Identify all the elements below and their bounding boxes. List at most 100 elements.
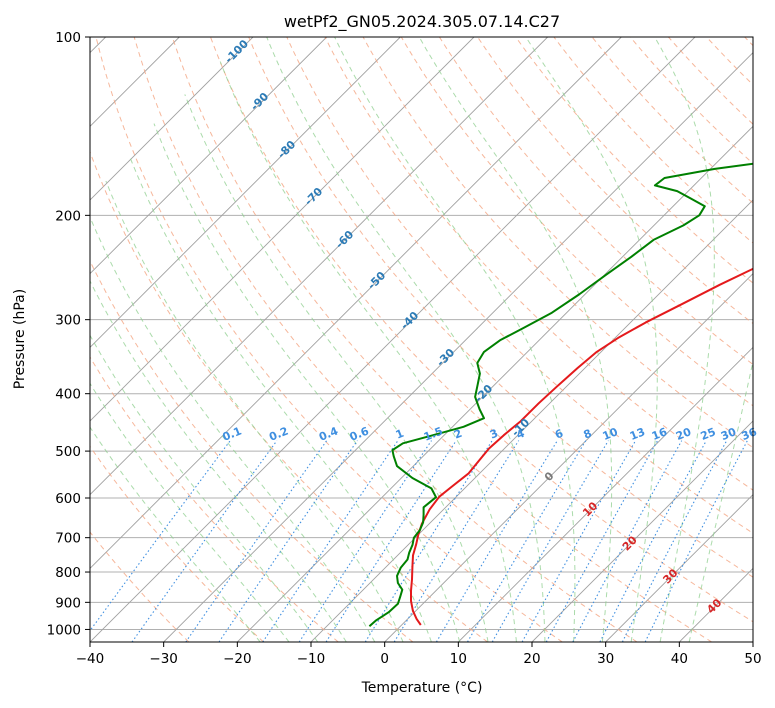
dry-adiabat [90, 150, 488, 642]
y-tick-label: 700 [55, 531, 81, 547]
x-tick-label: 30 [597, 651, 614, 667]
moist-adiabat [105, 180, 404, 642]
chart-title: wetPf2_GN05.2024.305.07.14.C27 [284, 12, 560, 32]
moist-adiabat [90, 215, 376, 642]
skewed-isotherms [90, 37, 753, 642]
dry-adiabat [95, 37, 563, 642]
x-tick-label: 0 [380, 651, 389, 667]
moist-adiabat [90, 334, 319, 642]
mixing-ratio-label: 36 [740, 425, 759, 443]
dry-adiabats [90, 37, 753, 642]
mixing-ratio-line [393, 440, 520, 642]
mixing-ratio-label: 3 [488, 427, 500, 442]
x-tick-label: 20 [523, 651, 540, 667]
dry-adiabat [90, 531, 190, 642]
x-axis-ticks: −40 −30 −20 −10 0 10 20 30 40 50 [76, 642, 762, 667]
mixing-ratio-label: 13 [628, 425, 647, 443]
isotherm-line [163, 52, 753, 642]
isotherm-line [90, 37, 475, 422]
mixing-ratio-label: 2 [452, 427, 464, 442]
isotherm-line [90, 37, 622, 569]
y-axis-label: Pressure (hPa) [12, 289, 28, 389]
x-tick-label: 50 [744, 651, 761, 667]
isotherm-line [605, 494, 753, 642]
dry-adiabat [90, 445, 264, 642]
y-tick-label: 1000 [47, 622, 81, 638]
isotherm-line [384, 273, 753, 642]
dry-adiabat [90, 259, 414, 642]
plot-frame [89, 36, 754, 643]
x-tick-label: −30 [149, 651, 178, 667]
mixing-ratio-line [185, 440, 328, 642]
isotherm-line [90, 37, 696, 642]
mixing-ratio-label: 1 [394, 427, 406, 442]
dry-adiabat [286, 37, 753, 534]
x-tick-label: 10 [450, 651, 467, 667]
mixing-ratio-label: 8 [582, 427, 594, 442]
y-tick-label: 300 [55, 313, 81, 329]
moist-adiabat [219, 61, 517, 642]
x-tick-label: −10 [297, 651, 326, 667]
moist-adiabat [525, 37, 658, 642]
y-tick-label: 900 [55, 595, 81, 611]
moist-adiabat [654, 37, 715, 642]
chart-grid [90, 37, 753, 630]
y-tick-label: 600 [55, 491, 81, 507]
mixing-ratio-line [545, 440, 659, 642]
moist-adiabat [334, 37, 576, 642]
dry-adiabat [171, 37, 712, 642]
x-tick-label: 40 [671, 651, 688, 667]
mixing-ratio-label: 10 [601, 425, 620, 443]
x-tick-label: −20 [223, 651, 252, 667]
mixing-ratio-line [491, 440, 609, 642]
moist-adiabat [90, 382, 290, 642]
y-tick-label: 500 [55, 444, 81, 460]
dry-adiabat [210, 37, 753, 623]
isotherm-line [237, 125, 753, 642]
moist-adiabat [266, 37, 546, 642]
dry-adiabat [515, 37, 753, 284]
mixing-ratio-lines [90, 440, 748, 642]
isotherm-line [531, 420, 753, 642]
dry-adiabat [438, 37, 753, 366]
x-axis-label: Temperature (°C) [361, 680, 483, 696]
moist-adiabats [90, 37, 753, 642]
y-tick-label: 800 [55, 565, 81, 581]
isotherm-line [90, 37, 401, 348]
moist-adiabat [418, 37, 613, 642]
mixing-ratio-line [467, 440, 587, 642]
mixing-ratio-line [572, 440, 683, 642]
mixing-ratio-label: 16 [650, 425, 669, 443]
mixing-ratio-label: 20 [674, 425, 693, 443]
mixing-ratio-line [298, 440, 432, 642]
mixing-ratio-line [131, 440, 278, 642]
mixing-ratio-line [435, 440, 558, 642]
dry-adiabat [400, 37, 753, 407]
mixing-ratio-label: 25 [699, 425, 718, 443]
y-axis-ticks: 1000 900 800 700 600 500 400 300 200 100 [47, 30, 90, 638]
mixing-ratio-line [262, 440, 399, 642]
dry-adiabat [90, 356, 339, 642]
y-tick-label: 400 [55, 387, 81, 403]
isotherm-line [90, 37, 254, 201]
dewpoint-profile-line [368, 162, 753, 628]
mixing-ratio-line [90, 440, 231, 632]
isotherm-line [90, 37, 548, 496]
sounding-profiles [368, 162, 753, 628]
mixing-ratio-label: 30 [719, 425, 738, 443]
temperature-profile-line [410, 267, 753, 626]
x-tick-label: −40 [76, 651, 105, 667]
dry-adiabat [248, 37, 753, 578]
mixing-ratio-line [644, 440, 748, 642]
moist-adiabat [90, 279, 347, 642]
moist-adiabat [90, 426, 261, 642]
moist-adiabat [129, 157, 432, 642]
mixing-ratio-line [521, 440, 637, 642]
isotherm-line [90, 37, 327, 275]
y-tick-label: 200 [55, 208, 81, 224]
mixing-ratio-line [325, 440, 457, 642]
y-tick-label: 100 [55, 30, 81, 46]
moist-adiabat [153, 123, 461, 642]
isotherm-line [458, 346, 753, 642]
